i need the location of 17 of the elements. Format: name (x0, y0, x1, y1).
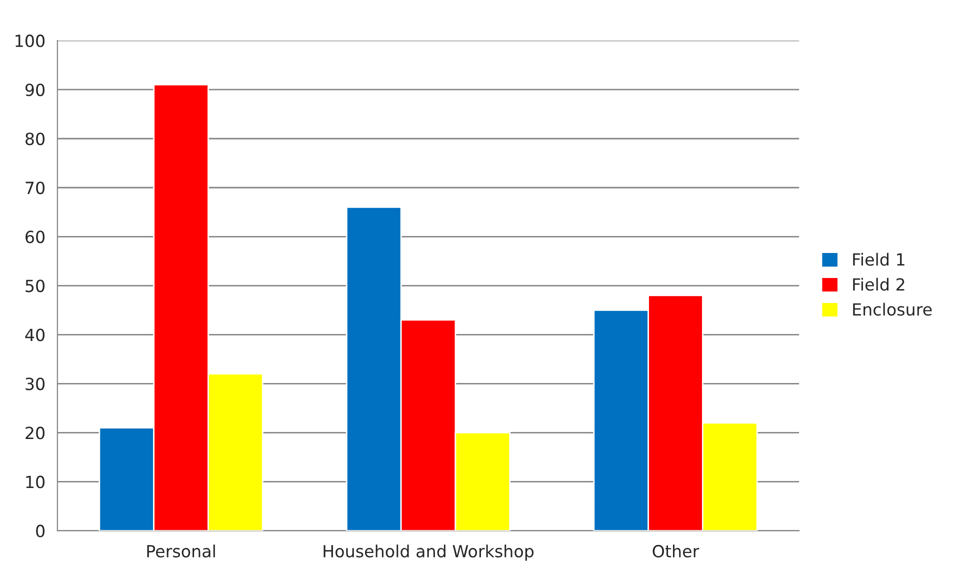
y-tick-label: 10 (26, 476, 45, 488)
y-tick-label: 0 (36, 524, 45, 538)
legend-label: Field 1 (853, 252, 904, 266)
y-tick-label: 90 (25, 84, 45, 96)
y-tick-label: 100 (16, 34, 45, 48)
legend-label: Field 2 (853, 278, 904, 291)
y-tick-label: 30 (26, 378, 45, 390)
legend-label: Enclosure (853, 302, 932, 316)
y-tick-label: 70 (26, 182, 45, 194)
x-tick-label: Personal (147, 544, 215, 558)
y-tick-label: 50 (26, 280, 45, 292)
x-tick-label: Household and Workshop (324, 544, 534, 561)
y-tick-label: 60 (26, 230, 45, 244)
y-tick-label: 40 (25, 328, 45, 342)
x-tick-label: Other (652, 544, 700, 558)
y-tick-label: 20 (26, 426, 45, 440)
y-tick-label: 80 (26, 132, 45, 146)
